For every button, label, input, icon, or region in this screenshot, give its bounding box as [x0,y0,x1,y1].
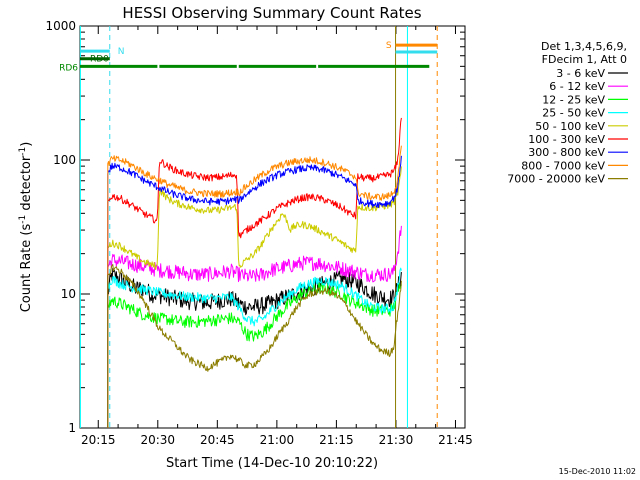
legend-item-label: 6 - 12 keV [549,80,605,93]
legend-item-label: 25 - 50 keV [542,107,605,120]
series-line-100-300-kev [107,117,402,428]
series-layer [107,117,402,428]
legend-header-line2: FDecim 1, Att 0 [542,53,627,66]
x-tick-label: 21:45 [438,433,473,447]
y-axis-title-mid: detector [19,155,34,215]
y-tick-label: 10 [61,287,76,301]
y-axis-title-sup2: -1 [18,147,28,156]
x-tick-label: 20:30 [140,433,175,447]
y-tick-label: 1000 [45,19,76,33]
series-line-50-100-kev [107,166,402,428]
x-axis-title: Start Time (14-Dec-10 20:10:22) [166,456,378,471]
legend: Det 1,3,4,5,6,9, FDecim 1, Att 0 3 - 6 k… [507,40,628,186]
y-tick-label: 1 [68,421,76,435]
x-tick-label: 20:15 [81,433,116,447]
legend-item-label: 300 - 800 keV [528,146,605,159]
status-bars-layer: N RD0 RD6 S [59,41,438,73]
legend-item-label: 7000 - 20000 keV [507,173,605,186]
y-axis-title: Count Rate (s-1 detector-1) [18,142,34,313]
series-line-800-7000-kev [107,145,402,428]
y-axis-title-text: Count Rate (s-1 detector-1) [18,142,34,313]
legend-item-label: 12 - 25 keV [542,93,605,106]
y-tick-label: 100 [53,153,76,167]
legend-item-label: 3 - 6 keV [556,67,605,80]
series-line-7000-20000-kev [107,264,402,428]
status-label-rd0: RD0 [90,55,109,65]
legend-item-label: 50 - 100 keV [535,120,605,133]
x-tick-label: 21:30 [379,433,414,447]
legend-item-label: 800 - 7000 keV [521,159,605,172]
status-label-n: N [118,47,125,57]
y-axis-title-main: Count Rate (s [19,224,34,313]
x-tick-label: 21:00 [260,433,295,447]
y-axis-title-sup1: -1 [18,215,28,224]
status-label-s: S [386,41,392,51]
legend-item-label: 100 - 300 keV [528,133,605,146]
series-line-300-800-kev [107,155,402,428]
series-line-6-12-kev [107,225,402,428]
generation-timestamp: 15-Dec-2010 11:02 [559,467,636,476]
chart-title: HESSI Observing Summary Count Rates [122,4,421,22]
legend-header-line1: Det 1,3,4,5,6,9, [541,40,627,53]
x-tick-label: 21:15 [319,433,354,447]
series-line-25-50-kev [107,267,402,428]
y-axis-title-end: ) [19,142,34,147]
axes-layer: 20:15 20:30 20:45 21:00 21:15 21:30 21:45 1 10 10… [45,19,472,447]
status-label-rd6: RD6 [59,63,78,73]
x-tick-label: 20:45 [200,433,235,447]
vertical-markers-layer [79,26,438,428]
